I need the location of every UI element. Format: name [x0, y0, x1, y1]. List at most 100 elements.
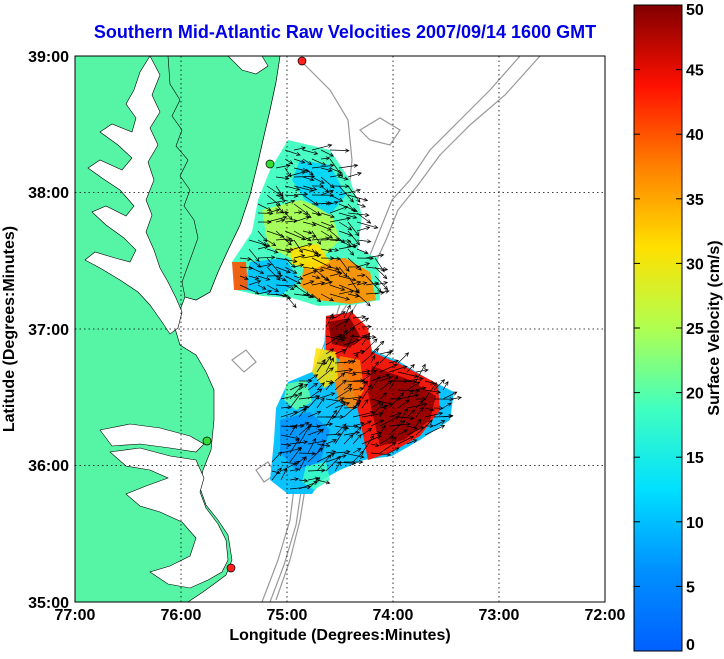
velocity-arrow [347, 248, 355, 256]
velocity-arrow [316, 479, 331, 485]
velocity-arrow [316, 422, 334, 427]
velocity-arrow [397, 371, 419, 378]
velocity-arrow [347, 221, 360, 237]
plot-frame [74, 55, 606, 603]
velocity-arrow [320, 280, 333, 286]
velocity-arrow [307, 411, 322, 418]
velocity-arrow [356, 293, 371, 307]
x-tick-label: 74:00 [373, 607, 414, 624]
velocity-arrow [397, 379, 418, 384]
velocity-arrow [325, 355, 332, 364]
colorbar-tick-label: 45 [686, 63, 704, 80]
velocity-arrow [293, 215, 311, 223]
velocity-arrow [239, 275, 249, 280]
velocity-arrow [311, 143, 333, 151]
velocity-arrow [361, 324, 372, 329]
velocity-arrow [248, 248, 260, 263]
velocity-arrow [415, 386, 427, 391]
velocity-arrow [329, 194, 344, 202]
velocity-arrow [397, 399, 410, 409]
velocity-arrow [361, 398, 369, 409]
velocity-arrow [334, 426, 347, 445]
velocity-arrow [338, 275, 357, 282]
velocity-arrow [406, 426, 425, 436]
velocity-arrow [361, 434, 375, 454]
velocity-arrow [257, 289, 273, 295]
velocity-arrow [343, 402, 361, 418]
velocity-arrow [307, 447, 324, 463]
velocity-arrow [311, 275, 321, 280]
colorbar-tick-label: 30 [686, 256, 704, 273]
velocity-arrow [293, 185, 314, 193]
velocity-arrow [325, 397, 345, 409]
velocity-arrow [334, 372, 346, 382]
velocity-vectors [239, 143, 462, 490]
velocity-arrow [334, 311, 346, 319]
velocity-arrow [361, 384, 372, 400]
velocity-arrow [361, 369, 371, 374]
velocity-arrow [379, 380, 393, 391]
velocity-arrow [370, 452, 392, 457]
velocity-arrow [257, 203, 272, 211]
velocity-arrow [374, 281, 389, 286]
y-tick-label: 35:00 [28, 595, 69, 612]
velocity-arrow [289, 406, 309, 418]
velocity-arrow [356, 262, 371, 268]
y-tick-label: 38:00 [28, 185, 69, 202]
velocity-arrow [406, 425, 418, 430]
velocity-arrow [338, 163, 359, 169]
velocity-arrow [352, 448, 362, 454]
velocity-arrow [248, 257, 262, 268]
velocity-arrow [329, 148, 350, 153]
velocity-arrow [311, 281, 326, 286]
velocity-arrow [316, 358, 326, 373]
velocity-arrow [307, 388, 323, 400]
velocity-arrow [370, 402, 384, 418]
velocity-arrow [352, 433, 362, 445]
velocity-arrow [329, 216, 351, 223]
velocity-arrow [406, 439, 418, 445]
colorbar-tick-label: 5 [686, 579, 695, 596]
velocity-arrow [361, 369, 377, 382]
velocity-arrow [370, 340, 385, 355]
velocity-arrow [316, 382, 325, 391]
velocity-arrow [352, 426, 362, 436]
velocity-arrow [356, 203, 367, 208]
velocity-arrow [311, 230, 321, 245]
velocity-arrow [316, 397, 325, 409]
velocity-arrow [338, 266, 348, 278]
velocity-arrow [248, 275, 260, 280]
velocity-arrow [361, 348, 380, 364]
velocity-arrow [302, 266, 325, 272]
velocity-arrow [325, 455, 342, 472]
velocity-arrow [280, 393, 299, 400]
velocity-arrow [275, 266, 292, 274]
velocity-arrow [311, 212, 323, 217]
velocity-arrow [343, 326, 355, 337]
velocity-arrow [302, 234, 317, 241]
velocity-arrow [320, 248, 333, 253]
velocity-arrow [334, 449, 351, 454]
pamlico-sound [109, 447, 229, 589]
velocity-arrow [406, 409, 416, 418]
velocity-arrow [397, 352, 410, 364]
velocity-arrow [388, 419, 406, 436]
velocity-arrow [302, 230, 313, 235]
velocity-arrow [284, 158, 294, 165]
velocity-arrow [293, 158, 306, 164]
velocity-arrow [343, 395, 363, 400]
velocity-arrow [325, 409, 337, 427]
velocity-arrow [347, 257, 362, 271]
velocity-arrow [370, 361, 379, 373]
velocity-arrow [356, 239, 372, 244]
y-tick-label: 39:00 [28, 49, 69, 66]
velocity-arrow [379, 363, 398, 373]
velocity-arrow [325, 334, 343, 346]
velocity-arrow [379, 416, 400, 427]
velocity-arrow [356, 226, 371, 232]
velocity-arrow [329, 200, 339, 205]
albemarle-sound [99, 423, 205, 453]
velocity-arrow [338, 185, 354, 203]
velocity-arrow [275, 230, 292, 246]
velocity-arrow [302, 149, 319, 155]
